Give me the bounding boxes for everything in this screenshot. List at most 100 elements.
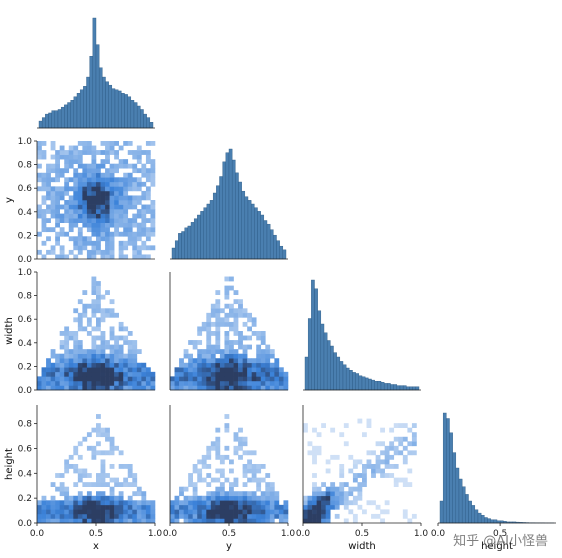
heat-cell-x-height [118, 509, 124, 515]
heat-cell-x-y [136, 254, 142, 260]
heat-cell-y-width [192, 371, 198, 377]
heat-cell-x-width [82, 376, 88, 382]
heat-cell-x-height [77, 509, 83, 515]
heat-cell-x-y [91, 154, 97, 160]
heat-cell-x-y [50, 154, 56, 160]
heat-cell-y-width [269, 385, 275, 391]
heat-cell-x-y [105, 204, 110, 210]
heat-cell-y-width [265, 353, 271, 359]
heat-cell-x-y [136, 186, 142, 192]
heat-cell-y-height [247, 464, 252, 469]
heat-cell-x-width [109, 353, 115, 359]
heat-cell-width-height [321, 423, 326, 428]
heat-cell-x-y [96, 231, 101, 237]
heat-cell-y-height [179, 509, 184, 515]
heat-cell-x-y [41, 213, 47, 219]
heat-cell-y-width [233, 317, 239, 323]
heat-cell-x-width [118, 321, 124, 327]
heat-cell-y-width [256, 331, 262, 336]
heat-cell-y-height [179, 513, 184, 519]
heat-cell-width-height [366, 418, 372, 424]
heat-cell-x-height [59, 518, 65, 524]
heat-cell-width-height [343, 441, 349, 447]
heat-cell-x-y [136, 150, 142, 155]
heat-cell-x-height [96, 509, 101, 515]
heat-cell-y-width [192, 362, 198, 368]
heat-cell-y-height [224, 491, 230, 497]
heat-cell-x-y [82, 209, 88, 214]
heat-cell-x-y [136, 231, 142, 237]
heat-cell-y-height [269, 518, 275, 524]
heat-cell-x-y [114, 231, 119, 237]
heat-cell-x-height [100, 468, 106, 474]
heat-cell-x-y [150, 227, 156, 233]
heat-cell-y-height [215, 454, 221, 460]
heat-cell-width-height [402, 459, 408, 465]
heat-cell-y-height [192, 504, 198, 510]
heat-cell-y-height [183, 495, 189, 501]
heat-cell-x-width [118, 385, 124, 391]
heat-cell-y-width [224, 376, 230, 382]
heat-cell-x-y [77, 181, 83, 187]
heat-cell-x-y [91, 163, 97, 169]
heat-cell-x-y [96, 181, 101, 187]
heat-cell-y-height [247, 459, 252, 465]
heat-cell-x-y [50, 163, 56, 169]
hist-bar-y [263, 220, 268, 260]
heat-cell-x-y [141, 218, 147, 223]
hist-bar-width [361, 376, 366, 391]
heat-cell-y-height [219, 486, 225, 492]
heat-cell-y-width [238, 335, 243, 341]
heat-cell-x-y [91, 195, 97, 201]
heat-cell-y-width [229, 326, 234, 332]
heat-cell-x-width [100, 376, 106, 382]
hist-bar-width [304, 356, 309, 391]
heat-cell-y-height [215, 468, 221, 474]
heat-cell-x-width [96, 290, 101, 295]
heat-cell-x-width [50, 367, 56, 373]
heat-cell-x-width [132, 362, 138, 368]
heat-cell-x-y [109, 145, 115, 151]
heat-cell-y-height [265, 518, 271, 524]
heat-cell-y-width [247, 385, 252, 391]
heat-cell-y-height [210, 495, 216, 501]
heat-cell-width-height [384, 473, 390, 478]
heat-cell-y-width [224, 371, 230, 377]
heat-cell-x-width [109, 376, 115, 382]
heat-cell-x-width [136, 362, 142, 368]
heat-cell-x-height [91, 427, 97, 433]
heat-cell-y-height [233, 509, 239, 515]
heat-cell-y-width [206, 340, 212, 345]
heat-cell-y-width [242, 308, 248, 314]
heat-cell-width-height [371, 468, 376, 474]
heat-cell-y-width [219, 362, 225, 368]
heat-cell-x-y [123, 222, 129, 228]
heat-cell-x-y [68, 218, 74, 223]
heat-cell-y-height [247, 450, 252, 456]
heat-cell-y-width [201, 349, 207, 354]
hist-bar-width [352, 372, 356, 391]
heat-cell-y-height [197, 500, 203, 506]
heat-cell-x-y [46, 181, 51, 187]
heat-cell-x-width [91, 276, 97, 282]
heat-cell-x-y [82, 190, 88, 196]
heat-cell-x-height [86, 445, 92, 451]
heat-cell-x-y [150, 231, 156, 237]
heat-cell-width-height [325, 513, 331, 519]
hist-bar-x [67, 102, 71, 129]
heat-cell-x-width [127, 371, 133, 377]
heat-cell-y-height [233, 500, 239, 506]
hist-bar-width [412, 386, 417, 391]
heat-cell-x-height [73, 482, 79, 487]
heat-cell-x-width [100, 317, 106, 323]
hist-bar-y [190, 222, 195, 260]
hist-bar-width [333, 352, 337, 391]
heat-cell-x-y [59, 231, 65, 237]
heat-cell-y-height [219, 500, 225, 506]
heat-cell-x-y [46, 190, 51, 196]
heat-cell-width-height [307, 504, 313, 510]
heat-cell-x-y [41, 218, 47, 223]
heat-cell-y-width [283, 380, 289, 386]
heat-cell-x-width [96, 353, 101, 359]
heat-cell-y-height [269, 486, 275, 492]
